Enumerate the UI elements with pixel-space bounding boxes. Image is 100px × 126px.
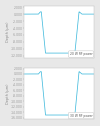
Text: 20 W RF power: 20 W RF power — [70, 52, 92, 56]
Text: 30 W RF power: 30 W RF power — [70, 114, 92, 118]
Y-axis label: Depth (µm): Depth (µm) — [6, 83, 10, 104]
Y-axis label: Depth (µm): Depth (µm) — [6, 22, 10, 42]
